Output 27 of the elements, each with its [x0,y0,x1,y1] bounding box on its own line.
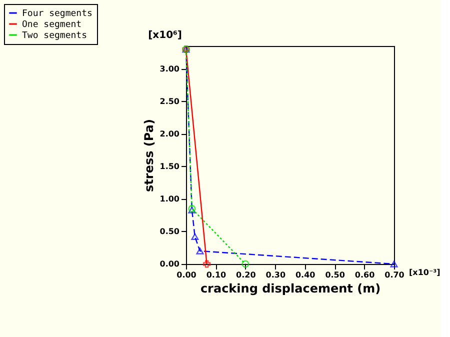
y-tick-label: 3.00 [160,64,180,74]
legend-label: Two segments [22,31,88,41]
point [196,248,204,254]
y-axis-title: stress (Pa) [142,119,156,192]
y-tick-label: 2.00 [160,129,180,138]
y-tick-label: 0.00 [160,260,180,268]
x-tick-label: 0.30 [266,270,286,280]
x-tick-label: 0.40 [295,270,316,280]
point [203,260,211,268]
text: [x10⁶] [148,30,182,41]
y-tick-label: 0.50 [160,226,180,236]
x-axis-title: cracking displacement (m) [200,282,381,296]
x-tick-label: 0.70 [384,270,405,280]
point [191,233,199,240]
x-tick-label: 0.60 [354,270,376,280]
legend-label: Four segments [22,9,92,19]
text: [x10⁻³] [409,268,440,277]
legend-label: One segment [22,20,82,30]
y-tick-label: 1.50 [160,162,180,171]
point [390,260,398,268]
y-tick-label: 1.00 [160,194,180,204]
point [242,260,250,268]
y-tick-label: 2.50 [160,96,180,106]
x-tick-label: 0.20 [236,270,256,280]
x-tick-label: 0.50 [325,270,346,280]
x-tick-label: 0.00 [176,270,197,280]
x-tick-label: 0.10 [206,270,227,280]
